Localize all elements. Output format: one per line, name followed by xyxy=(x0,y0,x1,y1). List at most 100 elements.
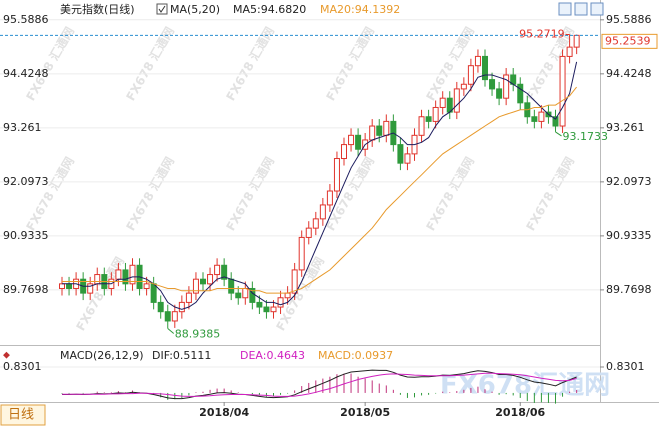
candle-body xyxy=(312,218,319,229)
candle-body xyxy=(228,278,235,294)
x-tick-label: 2018/05 xyxy=(340,406,390,419)
candle-body xyxy=(150,283,157,303)
candle-body xyxy=(566,46,573,57)
candle-body xyxy=(482,55,488,81)
candle-body xyxy=(460,83,467,90)
candle-body xyxy=(256,301,263,308)
candle-body xyxy=(263,306,270,313)
y-tick-label: 0.8301 xyxy=(606,360,645,373)
y-tick-label: 95.5886 xyxy=(3,13,49,26)
chart-title: 美元指数(日线) xyxy=(60,2,135,16)
y-tick-label: 93.261 xyxy=(3,121,42,134)
candle-body xyxy=(277,297,284,308)
candle-body xyxy=(439,97,446,108)
candle-body xyxy=(489,79,496,90)
y-tick-label: 92.0973 xyxy=(3,175,49,188)
candle-body xyxy=(185,292,192,303)
candle-body xyxy=(94,274,101,285)
candle-body xyxy=(171,311,178,322)
y-tick-label: 94.4248 xyxy=(3,67,49,80)
low-annotation: 93.1733 xyxy=(563,130,609,143)
y-tick-label: 90.9335 xyxy=(3,229,49,242)
candle-body xyxy=(326,190,333,206)
candle-body xyxy=(319,204,326,220)
low-annotation: 88.9385 xyxy=(175,327,221,340)
candle-body xyxy=(573,34,580,48)
candle-body xyxy=(122,269,129,285)
candle-body xyxy=(207,274,214,285)
x-tick-label: 2018/04 xyxy=(199,406,249,419)
candle-body xyxy=(270,306,277,313)
annotation-leader xyxy=(167,328,175,334)
y-tick-label: 93.261 xyxy=(606,121,645,134)
candle-body xyxy=(559,55,566,127)
panel-marker: ◆ xyxy=(3,351,10,361)
candle-body xyxy=(115,269,122,280)
candle-body xyxy=(425,116,432,122)
tool-button[interactable] xyxy=(590,2,604,16)
candle-body xyxy=(517,83,524,104)
legend-dea: DEA:0.4643 xyxy=(240,349,305,362)
candle-body xyxy=(418,116,425,136)
y-tick-label: 89.7698 xyxy=(606,283,652,296)
period-tab[interactable] xyxy=(0,404,46,426)
legend-macd: MACD:0.0937 xyxy=(318,349,393,362)
tool-button[interactable] xyxy=(574,2,588,16)
y-tick-label: 95.5886 xyxy=(606,13,652,26)
candle-body xyxy=(164,311,171,322)
candle-body xyxy=(432,106,439,122)
candle-body xyxy=(59,283,65,289)
candle-body xyxy=(305,227,312,238)
candle-body xyxy=(383,120,390,136)
check-icon xyxy=(158,5,166,13)
candle-body xyxy=(496,88,503,99)
candle-body xyxy=(397,144,404,164)
y-tick-label: 94.4248 xyxy=(606,67,652,80)
candle-body xyxy=(249,287,256,303)
candle-body xyxy=(200,278,206,285)
period-tab-label: 日线 xyxy=(8,408,34,423)
candle-body xyxy=(214,264,221,276)
candle-body xyxy=(467,65,474,85)
last-price-label: 95.2539 xyxy=(605,34,651,47)
candle-body xyxy=(531,116,538,122)
candle-body xyxy=(298,236,305,271)
candle-body xyxy=(178,301,185,313)
candle-body xyxy=(355,134,362,150)
last-price-box xyxy=(601,33,658,49)
toolbar xyxy=(558,2,604,16)
line-series xyxy=(62,61,578,310)
indicator-label: MA(5,20) xyxy=(170,3,220,16)
candle-body xyxy=(157,301,164,313)
y-tick-label: 89.7698 xyxy=(3,283,49,296)
indicator-checkbox[interactable] xyxy=(156,3,168,15)
line-series xyxy=(62,86,577,294)
candle-body xyxy=(453,88,460,113)
y-tick-label: 0.8301 xyxy=(3,360,42,373)
candle-body xyxy=(503,74,510,99)
candle-body xyxy=(235,292,242,299)
legend-dif: DIF:0.5111 xyxy=(152,349,211,362)
macd-indicator-label: MACD(26,12,9) xyxy=(60,349,144,362)
candle-body xyxy=(291,269,298,294)
candle-body xyxy=(341,144,347,160)
x-tick-label: 2018/06 xyxy=(495,406,545,419)
candle-body xyxy=(369,125,376,141)
candle-body xyxy=(538,111,545,122)
candle-body xyxy=(404,153,411,164)
tool-button[interactable] xyxy=(558,2,572,16)
candle-body xyxy=(129,264,136,285)
high-annotation: 95.2719 xyxy=(519,28,565,41)
y-tick-label: 90.9335 xyxy=(606,229,652,242)
candle-body xyxy=(552,116,559,127)
candle-body xyxy=(348,134,355,146)
legend-ma5: MA5:94.6820 xyxy=(233,3,306,16)
candle-body xyxy=(143,283,150,289)
candle-body xyxy=(221,264,228,280)
candle-body xyxy=(242,287,249,299)
candle-body xyxy=(192,278,199,294)
candle-body xyxy=(284,292,291,299)
annotation-leader xyxy=(555,131,562,137)
